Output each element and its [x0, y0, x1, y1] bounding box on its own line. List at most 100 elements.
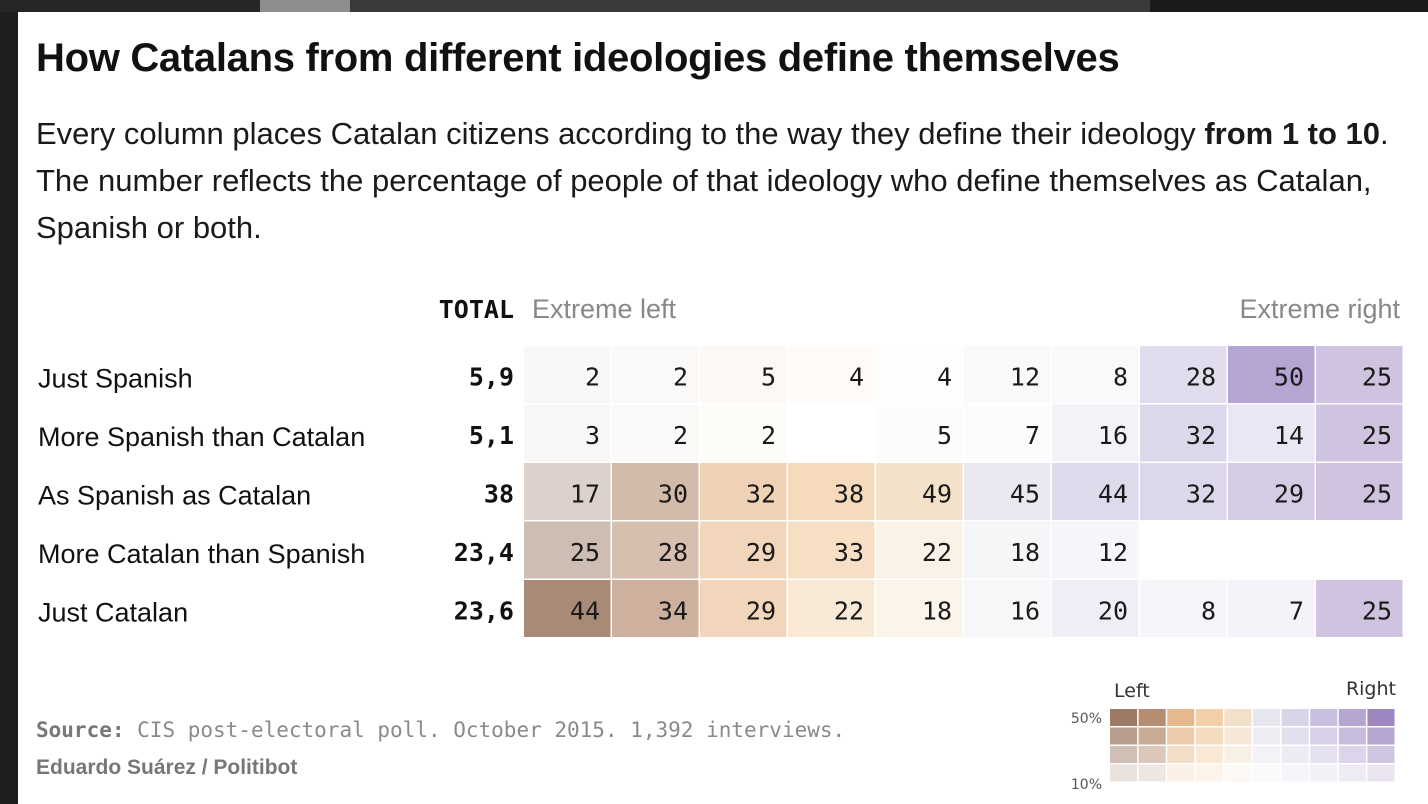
cell-value-label: 18	[922, 596, 952, 625]
cell-value-label: 22	[834, 596, 864, 625]
legend-swatch	[1281, 709, 1309, 726]
author-credit: Eduardo Suárez / Politibot	[36, 756, 298, 779]
legend-swatch	[1224, 727, 1252, 745]
cell-value-label: 7	[1025, 421, 1040, 450]
cell-value-label: 38	[834, 479, 864, 508]
legend-swatch	[1338, 764, 1366, 782]
cell-value-label: 34	[658, 596, 688, 625]
cell-value-label: 28	[1186, 362, 1216, 391]
heatmap-cell	[524, 580, 611, 637]
cell-value-label: 25	[1362, 421, 1392, 450]
cell-value-label: 50	[1274, 362, 1304, 391]
cell-value-label: 2	[673, 362, 688, 391]
background-strip	[260, 0, 350, 12]
cell-value-label: 32	[746, 479, 776, 508]
cell-value-label: 25	[1362, 362, 1392, 391]
heatmap-cell	[612, 463, 699, 520]
cell-value-label: 2	[585, 362, 600, 391]
heatmap-cell	[1228, 580, 1315, 637]
heatmap-cell	[612, 404, 699, 462]
heatmap-cell	[1140, 404, 1227, 462]
row-total: 38	[484, 479, 514, 508]
heatmap-cell	[700, 404, 787, 462]
heatmap-cell	[612, 580, 699, 637]
legend-swatch	[1310, 709, 1338, 726]
background-strip	[0, 0, 260, 12]
cell-value-label: 7	[1289, 596, 1304, 625]
legend-swatch	[1281, 727, 1309, 745]
legend-swatch	[1224, 709, 1252, 726]
heatmap-cell	[700, 463, 787, 520]
cell-value-label: 14	[1274, 421, 1304, 450]
row-label: More Catalan than Spanish	[38, 539, 365, 569]
legend-swatch	[1224, 764, 1252, 782]
heatmap-cell	[964, 463, 1051, 520]
legend-swatch	[1138, 764, 1166, 782]
legend-low-label: 10%	[1071, 777, 1102, 793]
heatmap-cell	[788, 463, 875, 520]
heatmap-cell	[1316, 521, 1403, 579]
heatmap-cell	[524, 521, 611, 579]
cell-value-label: 29	[746, 538, 776, 567]
cell-value-label: 2	[673, 421, 688, 450]
heatmap-cell	[524, 463, 611, 520]
heatmap-cell	[1140, 346, 1227, 403]
legend-swatch	[1167, 727, 1195, 745]
source-note: Source: CIS post-electoral poll. October…	[36, 718, 845, 742]
cell-value-label: 32	[1186, 479, 1216, 508]
cell-value-label: 44	[1098, 479, 1128, 508]
legend-swatch	[1367, 746, 1395, 763]
cell-value-label: 45	[1010, 479, 1040, 508]
cell-value-label: 32	[1186, 421, 1216, 450]
heatmap-cell	[876, 404, 963, 462]
legend-swatch	[1167, 709, 1195, 726]
heatmap-cell	[1316, 580, 1403, 637]
cell-value-label: 8	[1201, 596, 1216, 625]
legend-swatch	[1224, 746, 1252, 763]
legend-swatch	[1195, 764, 1223, 782]
cell-value-label: 29	[746, 596, 776, 625]
heatmap-cell	[876, 580, 963, 637]
heatmap-chart: TOTAL Extreme left Extreme right Just Spani…	[38, 294, 1403, 793]
heatmap-cell	[1228, 346, 1315, 403]
heatmap-cell	[1228, 521, 1315, 579]
legend-high-label: 50%	[1071, 711, 1102, 727]
legend-swatch	[1281, 764, 1309, 782]
legend-swatch	[1367, 764, 1395, 782]
chart-title: How Catalans from different ideologies d…	[36, 36, 1120, 80]
cell-value-label: 25	[1362, 479, 1392, 508]
heatmap-cell	[1316, 463, 1403, 520]
heatmap-cell	[964, 404, 1051, 462]
legend-swatch	[1110, 727, 1138, 745]
legend-swatch	[1110, 764, 1138, 782]
cell-value-label: 30	[658, 479, 688, 508]
legend-swatch	[1167, 764, 1195, 782]
total-column-header: TOTAL	[439, 295, 514, 324]
legend-swatch	[1338, 709, 1366, 726]
legend-swatch	[1253, 727, 1281, 745]
legend-swatch	[1138, 709, 1166, 726]
background-strip	[350, 0, 1150, 12]
heatmap-cell	[1316, 404, 1403, 462]
cell-value-label: 8	[1113, 362, 1128, 391]
legend-swatch	[1338, 746, 1366, 763]
heatmap-cell	[1052, 346, 1139, 403]
legend-swatch	[1110, 709, 1138, 726]
cell-value-label: 28	[658, 538, 688, 567]
heatmap-cell	[964, 580, 1051, 637]
cell-value-label: 18	[1010, 538, 1040, 567]
cell-value-label: 16	[1010, 596, 1040, 625]
cell-value-label: 2	[761, 421, 776, 450]
heatmap-cell	[1140, 521, 1227, 579]
cell-value-label: 25	[1362, 596, 1392, 625]
heatmap-cell	[964, 521, 1051, 579]
legend-swatch	[1195, 746, 1223, 763]
legend-swatch	[1110, 746, 1138, 763]
legend-swatch	[1310, 727, 1338, 745]
heatmap-cell	[1052, 521, 1139, 579]
heatmap-cell	[1052, 463, 1139, 520]
legend-swatch	[1138, 746, 1166, 763]
heatmap-cell	[788, 346, 875, 403]
row-total: 5,1	[469, 421, 514, 450]
cell-value-label: 3	[585, 421, 600, 450]
